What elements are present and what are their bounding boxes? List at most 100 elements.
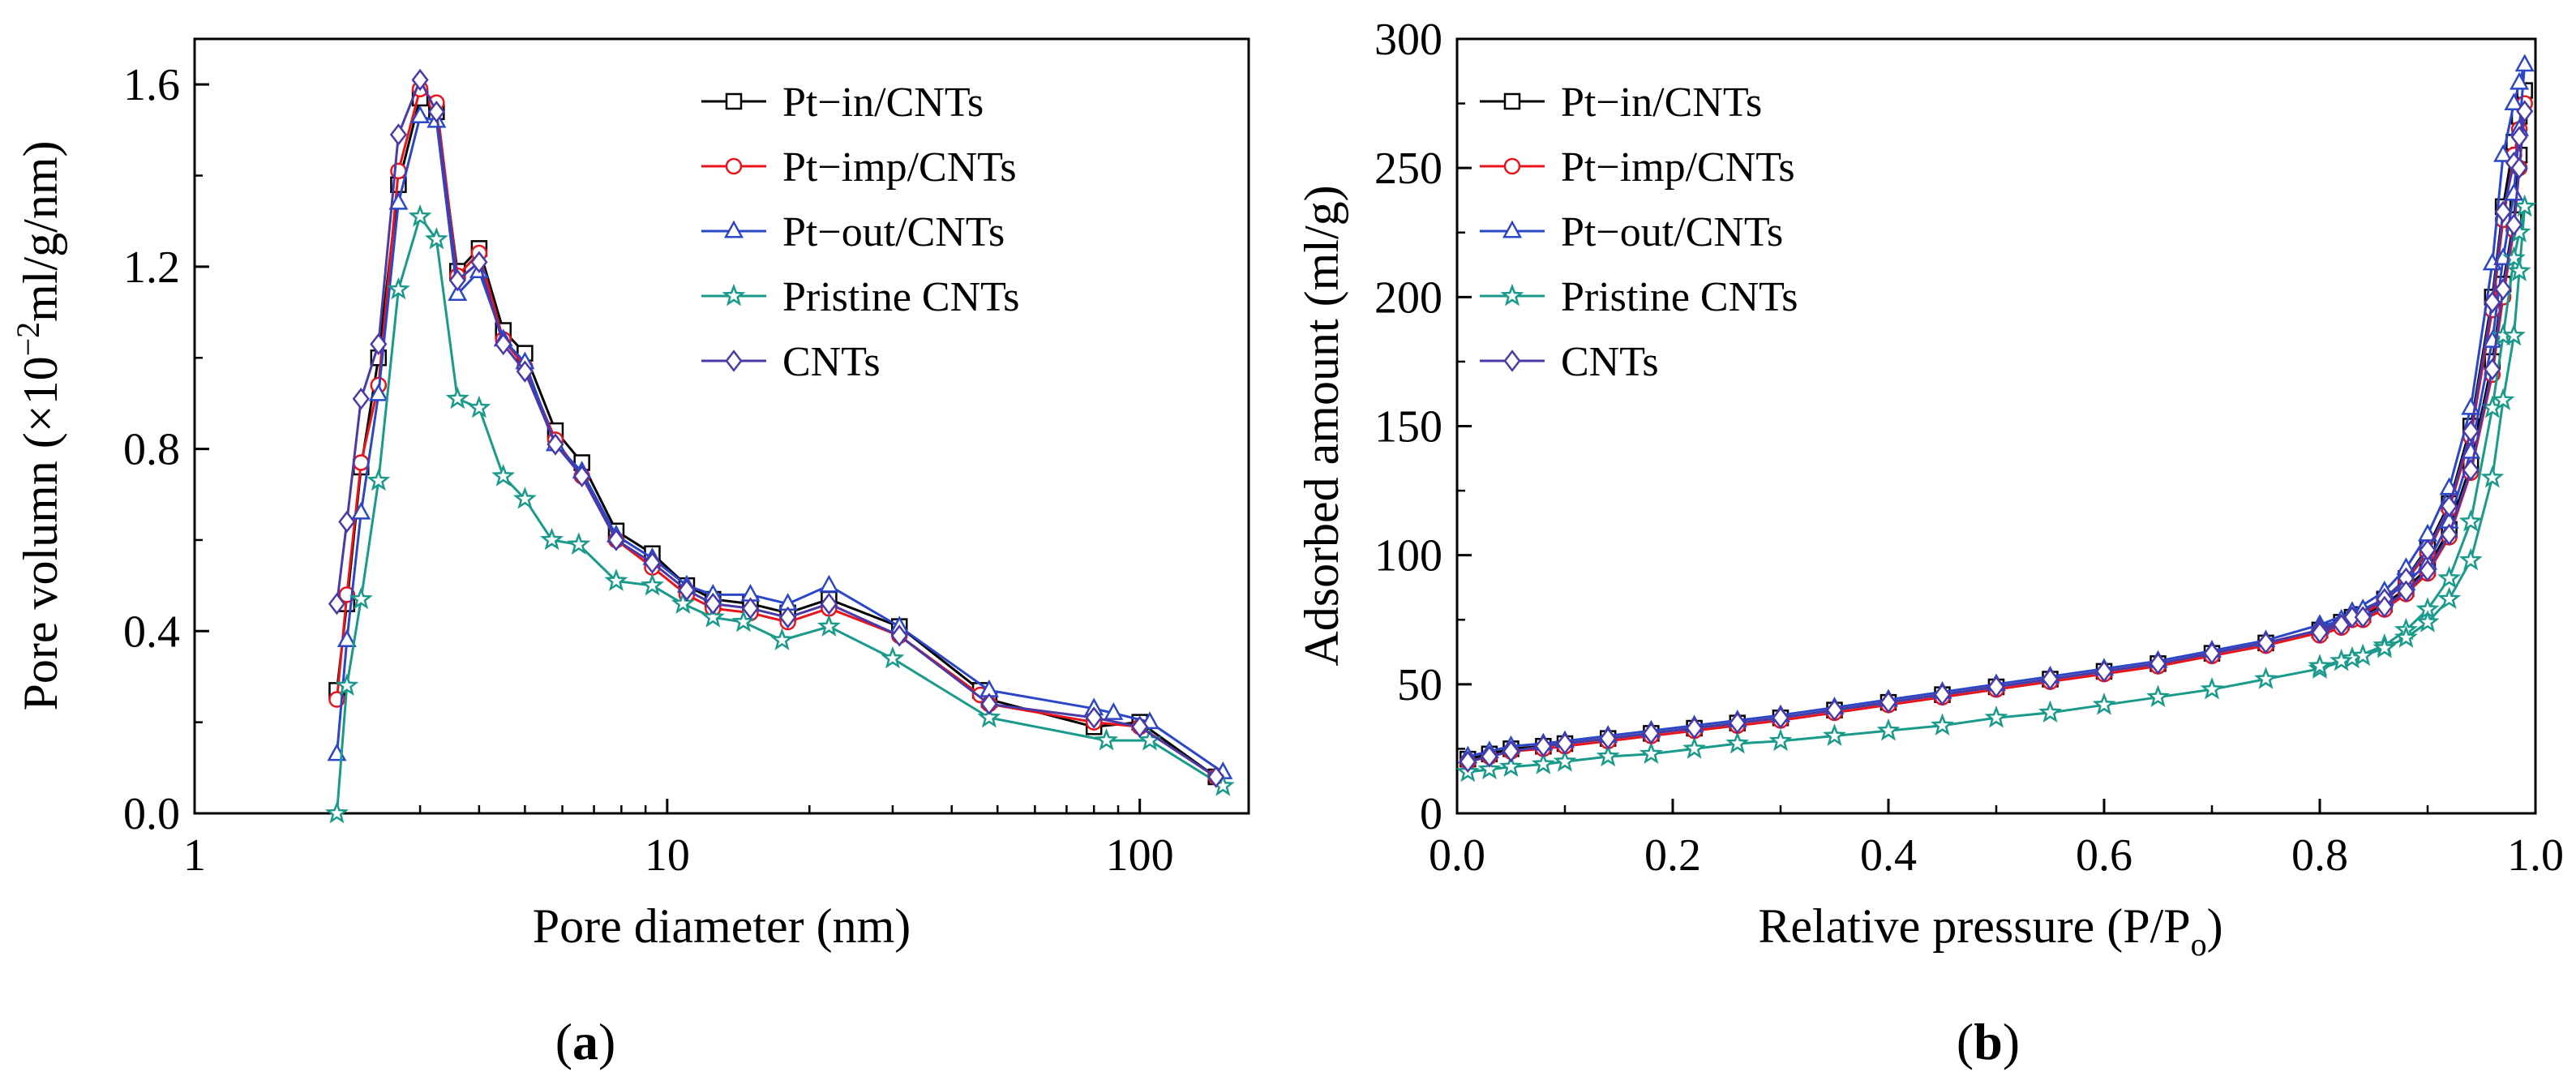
panel-b-y-tick-label: 0 xyxy=(1420,789,1442,839)
panel-b-series-3-point xyxy=(2480,465,2505,488)
panel-b-series-3-point xyxy=(2038,700,2062,723)
panel-a-legend-label: Pt−imp/CNTs xyxy=(782,144,1017,191)
panel-b-series-4-point xyxy=(2333,613,2351,637)
panel-b-x-axis-title-subscript: o xyxy=(2191,926,2207,963)
panel-b-series-3-point xyxy=(1931,713,1954,736)
panel-a-series-3-point xyxy=(445,386,469,410)
panel-b-series-3-point xyxy=(1553,749,1577,772)
panel-b-series-3-point xyxy=(2513,194,2537,217)
panel-b-series-3-point xyxy=(1876,718,1901,741)
panel-b-series-4-point xyxy=(2441,523,2458,546)
panel-b-y-axis-title: Adsorbed amount (ml/g) xyxy=(1295,185,1348,666)
panel-a-series-3-point xyxy=(349,586,373,610)
panel-b-y-tick-label: 250 xyxy=(1374,144,1442,194)
panel-a-series-3-point xyxy=(467,395,491,418)
panel-a-series-0-line xyxy=(336,96,1217,778)
panel-a-legend-item: CNTs xyxy=(701,339,881,385)
panel-a-series-3-point xyxy=(366,468,391,491)
panel-b-series-3-point xyxy=(2458,547,2483,571)
panel-b-series-4-point xyxy=(1933,683,1952,706)
panel-b-series-3-point xyxy=(1823,723,1846,746)
panel-b-series-3-point xyxy=(2415,610,2440,633)
panel-a-series-4-point xyxy=(573,465,591,488)
panel-b-x-tick-label: 0.0 xyxy=(1429,830,1485,881)
panel-a-series-3-point xyxy=(386,277,410,300)
panel-a-series-3-point xyxy=(671,591,695,614)
panel-a-series-1 xyxy=(328,80,1224,786)
panel-b-series-1 xyxy=(1459,95,2533,770)
panel-b-series-4-point xyxy=(2462,420,2480,443)
panel-b-series-4-point xyxy=(2419,538,2437,562)
panel-b-series-3-point xyxy=(2092,693,2116,715)
panel-a-series-4-point xyxy=(1085,706,1103,729)
panel-b-series-4-point xyxy=(2376,595,2394,619)
panel-b-series-3-point xyxy=(1596,744,1620,767)
panel-b-series-4-point xyxy=(1879,691,1897,714)
panel-b-series-4-point xyxy=(1825,698,1844,722)
panel-a-legend-item: Pt−in/CNTs xyxy=(701,79,984,126)
panel-a-series-1-line xyxy=(336,88,1217,778)
panel-a-series-2-point xyxy=(368,383,388,401)
panel-b-series-4-point xyxy=(2419,560,2437,582)
panel-a-series-3-point xyxy=(491,464,516,487)
panel-a-series-2-point xyxy=(351,501,371,520)
panel-a-series-4-point xyxy=(546,433,564,456)
panel-b-series-3-point xyxy=(1531,752,1555,774)
panel-b-series-4-point xyxy=(2494,278,2512,301)
panel-b-series-4-point xyxy=(1534,735,1552,757)
panel-a-series-3-point xyxy=(335,673,359,697)
panel-a-series-1-point xyxy=(353,454,370,471)
panel-a-series-3-point xyxy=(604,568,628,591)
panel-a-legend-marker xyxy=(723,220,744,238)
panel-a-legend-label: Pt−in/CNTs xyxy=(782,79,984,126)
panel-a-series-4-point xyxy=(890,624,908,647)
panel-a-chart: 1 10 100 0.0 0.4 0.8 1.2 1.6 Pt−in/CNTs Pt−imp/C… xyxy=(10,37,1250,1070)
panel-b-series-3-point xyxy=(2501,323,2526,346)
panel-b-y-tick-label: 200 xyxy=(1374,272,1442,323)
panel-b-series-4-point xyxy=(1599,727,1617,750)
panel-a-legend-item: Pt−out/CNTs xyxy=(701,209,1005,255)
panel-b-series-4-point xyxy=(1481,745,1498,768)
panel-a-series-2-point xyxy=(336,629,357,647)
panel-a-series-4-point xyxy=(643,551,662,574)
panel-b-series-4-point xyxy=(1642,722,1660,745)
panel-a-series-4-point xyxy=(352,388,370,410)
panel-a-x-tick-label: 100 xyxy=(1106,830,1174,881)
panel-b-ticks: 0.0 0.2 0.4 0.6 0.8 1.0 0 50 100 150 200 250 300 xyxy=(1374,15,2564,881)
panel-b-series-4-point xyxy=(2510,157,2528,179)
panel-b-series-4-point xyxy=(2510,126,2528,148)
panel-b-series-4-point xyxy=(2095,660,2113,683)
panel-b-series-4-point xyxy=(2203,641,2221,665)
panel-a-series-3-point xyxy=(881,645,905,669)
panel-b-series-3-point xyxy=(1499,754,1523,778)
panel-b-legend-label: Pt−out/CNTs xyxy=(1561,209,1783,255)
panel-a-legend-marker xyxy=(722,283,746,307)
panel-b-series-3-point xyxy=(2330,648,2354,671)
panel-a-series-4-point xyxy=(678,578,696,602)
panel-b-series xyxy=(1455,54,2537,783)
panel-a-series-3 xyxy=(324,204,1235,824)
panel-b-series-4-point xyxy=(2484,290,2501,314)
panel-a-series-0 xyxy=(328,89,1224,786)
panel-a-series-3-point xyxy=(1095,727,1119,751)
panel-a-legend-label: Pristine CNTs xyxy=(782,274,1020,320)
panel-b-legend: Pt−in/CNTs Pt−imp/CNTs Pt−out/CNTs Pristine… xyxy=(1480,79,1798,385)
panel-b-series-4-point xyxy=(1686,717,1704,740)
panel-b-legend-marker xyxy=(1503,350,1521,372)
panel-b-series-3-point xyxy=(1682,736,1707,759)
panel-a-legend-item: Pt−imp/CNTs xyxy=(701,144,1017,191)
panel-b-x-tick-label: 0.8 xyxy=(2291,830,2348,881)
panel-b-series-4-point xyxy=(2484,358,2501,381)
panel-a-legend-marker xyxy=(725,157,743,175)
panel-a-y-tick-label: 0.0 xyxy=(123,789,180,839)
panel-a-series-2-point xyxy=(388,191,409,210)
panel-a-plot-frame xyxy=(193,37,1250,815)
panel-a-series-4-point xyxy=(980,693,998,715)
panel-b-y-tick-label: 150 xyxy=(1374,402,1442,452)
panel-b-legend-label: Pt−in/CNTs xyxy=(1561,79,1762,126)
panel-a-series-3-point xyxy=(977,705,1001,728)
panel-a-x-axis-title: Pore diameter (nm) xyxy=(533,899,911,953)
panel-b-series-3-point xyxy=(2200,676,2224,700)
panel-b-x-tick-label: 0.6 xyxy=(2076,830,2132,881)
